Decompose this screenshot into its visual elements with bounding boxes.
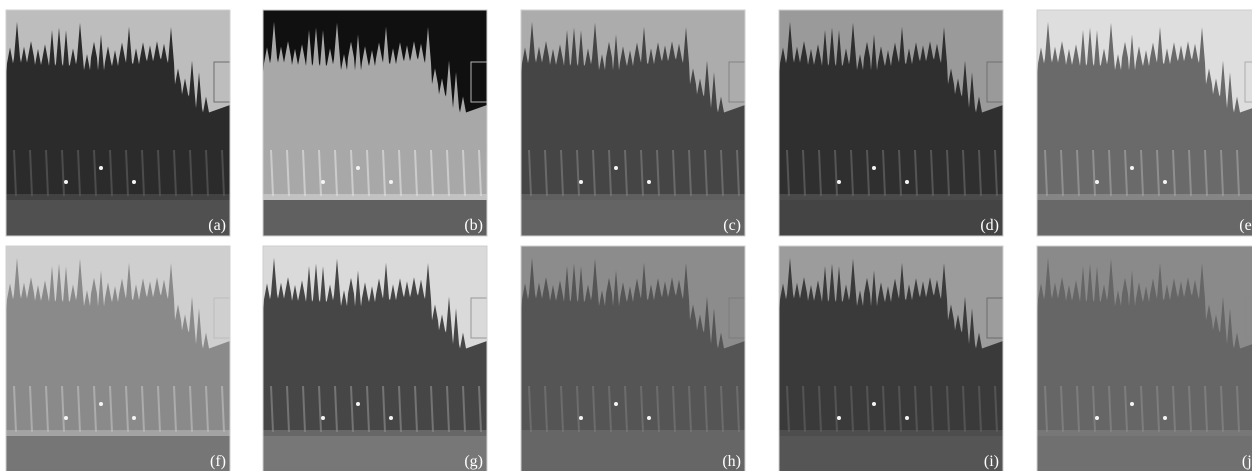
panel-label: (f) xyxy=(210,453,226,470)
image-panel: (d) xyxy=(779,10,1005,236)
panel-content xyxy=(521,246,747,471)
building xyxy=(729,298,747,338)
panel-content xyxy=(6,10,232,236)
street-light xyxy=(837,416,841,420)
panel-label: (j) xyxy=(1242,453,1252,470)
street-light xyxy=(99,402,103,406)
image-panel: (i) xyxy=(779,246,1005,471)
image-panel: (a) xyxy=(6,10,232,236)
building xyxy=(1245,62,1252,102)
building xyxy=(214,298,232,338)
building xyxy=(471,298,489,338)
panel-content xyxy=(779,246,1005,471)
ground xyxy=(263,200,487,236)
street-light xyxy=(1163,416,1167,420)
street-light xyxy=(356,166,360,170)
street-light xyxy=(614,402,618,406)
road xyxy=(1037,194,1252,200)
street-light xyxy=(872,166,876,170)
building xyxy=(214,62,232,102)
panel-content xyxy=(1037,10,1252,236)
image-panel: (f) xyxy=(6,246,232,471)
street-light xyxy=(356,402,360,406)
street-light xyxy=(1130,166,1134,170)
panel-label: (e) xyxy=(1239,217,1252,234)
building xyxy=(987,298,1005,338)
building xyxy=(729,62,747,102)
ground xyxy=(779,200,1003,236)
street-light xyxy=(321,180,325,184)
panel-label: (d) xyxy=(980,217,999,234)
street-light xyxy=(647,416,651,420)
image-panel: (b) xyxy=(263,10,489,236)
panel-label: (c) xyxy=(723,217,741,234)
panel-content xyxy=(1037,246,1252,471)
street-light xyxy=(1095,416,1099,420)
street-light xyxy=(1130,402,1134,406)
panel-content xyxy=(263,10,489,236)
ground xyxy=(521,436,745,471)
panel-label: (i) xyxy=(984,453,999,470)
street-light xyxy=(614,166,618,170)
image-panel: (g) xyxy=(263,246,489,471)
street-light xyxy=(579,180,583,184)
ground xyxy=(521,200,745,236)
road xyxy=(263,194,487,200)
ground xyxy=(1037,436,1252,471)
street-light xyxy=(1163,180,1167,184)
street-light xyxy=(132,416,136,420)
image-panel: (c) xyxy=(521,10,747,236)
street-light xyxy=(579,416,583,420)
street-light xyxy=(132,180,136,184)
figure: (a) (b) (c) (d) (e) (f) (g) (h) (i) (j) xyxy=(0,0,1252,471)
street-light xyxy=(389,180,393,184)
panel-label: (b) xyxy=(464,217,483,234)
road xyxy=(1037,430,1252,436)
street-light xyxy=(647,180,651,184)
road xyxy=(6,194,230,200)
street-light xyxy=(389,416,393,420)
building xyxy=(987,62,1005,102)
road xyxy=(521,194,745,200)
ground xyxy=(1037,200,1252,236)
panel-label: (h) xyxy=(722,453,741,470)
building xyxy=(1245,298,1252,338)
image-panel: (e) xyxy=(1037,10,1252,236)
panel-label: (g) xyxy=(464,453,483,470)
road xyxy=(779,194,1003,200)
street-light xyxy=(321,416,325,420)
ground xyxy=(6,200,230,236)
road xyxy=(779,430,1003,436)
road xyxy=(263,430,487,436)
panel-content xyxy=(779,10,1005,236)
building xyxy=(471,62,489,102)
road xyxy=(6,430,230,436)
panel-content xyxy=(6,246,232,471)
ground xyxy=(263,436,487,471)
street-light xyxy=(64,416,68,420)
road xyxy=(521,430,745,436)
street-light xyxy=(99,166,103,170)
street-light xyxy=(64,180,68,184)
panel-label: (a) xyxy=(208,217,226,234)
ground xyxy=(6,436,230,471)
street-light xyxy=(905,416,909,420)
street-light xyxy=(1095,180,1099,184)
street-light xyxy=(905,180,909,184)
street-light xyxy=(872,402,876,406)
ground xyxy=(779,436,1003,471)
panel-content xyxy=(263,246,489,471)
street-light xyxy=(837,180,841,184)
image-panel: (h) xyxy=(521,246,747,471)
image-panel: (j) xyxy=(1037,246,1252,471)
panel-content xyxy=(521,10,747,236)
